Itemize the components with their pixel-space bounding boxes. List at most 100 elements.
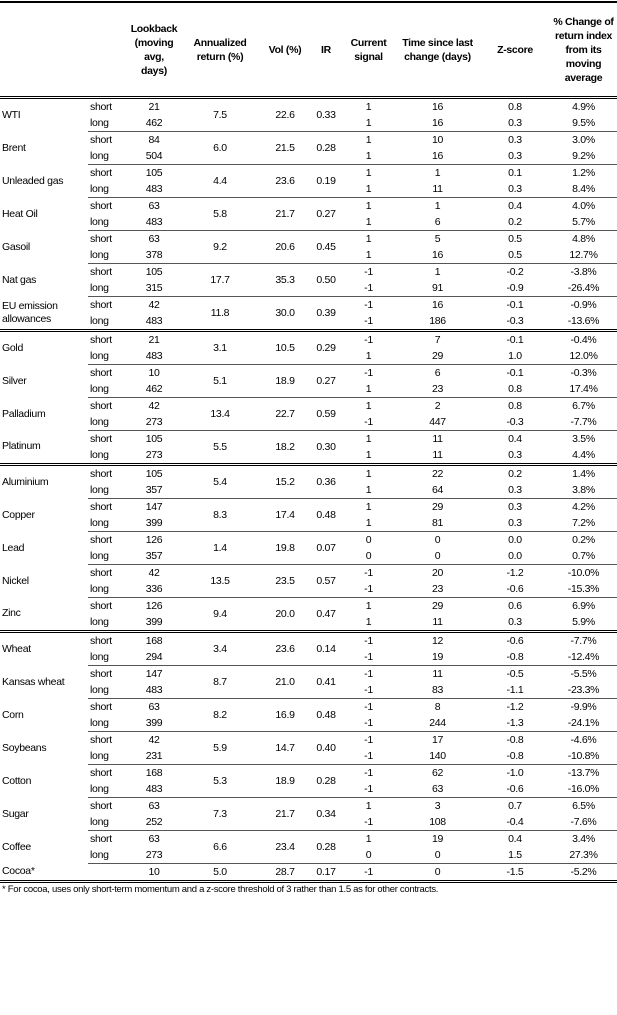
time-since-change-value: 20 <box>431 567 444 579</box>
vol-value: 10.5 <box>260 330 310 365</box>
table-row: long 315 -1 91 -0.9 -26.4% <box>0 280 617 297</box>
vol-value: 30.0 <box>260 296 310 332</box>
pct-change-value: -0.9% <box>570 299 597 311</box>
z-score-value: 1.0 <box>480 348 550 365</box>
lookback-value: 42 <box>148 400 160 412</box>
term-label: short <box>90 200 112 212</box>
z-score-value: 0.3 <box>480 447 550 466</box>
current-signal-value: 1 <box>365 134 372 146</box>
term-label: long <box>88 214 128 231</box>
current-signal-value: 1 <box>342 247 395 264</box>
table-row: long 252 -1 108 -0.4 -7.6% <box>0 814 617 831</box>
time-since-change-value: 1 <box>434 266 441 278</box>
term-label <box>88 863 128 883</box>
time-since-change-value: 29 <box>395 348 480 365</box>
current-signal-value: -1 <box>364 668 373 680</box>
column-header-pct-change: % Change of return index from its moving… <box>553 15 614 84</box>
term-label: short <box>90 367 112 379</box>
term-label: short <box>90 233 112 245</box>
pct-change-value: 9.2% <box>550 148 617 165</box>
z-score-value: 0.3 <box>508 501 522 513</box>
z-score-value: 0.3 <box>480 181 550 198</box>
ir-value: 0.29 <box>310 330 342 365</box>
term-label: long <box>88 181 128 198</box>
commodity-name: Nickel <box>2 574 29 587</box>
pct-change-value: -9.9% <box>570 701 597 713</box>
current-signal-value: 1 <box>365 101 372 113</box>
table-row: long 483 -1 83 -1.1 -23.3% <box>0 682 617 699</box>
table-body: WTI short 21 7.5 22.6 0.33 1 16 0.8 4.9% long 462 1 1… <box>0 97 617 883</box>
term-label: long <box>88 715 128 732</box>
annualized-return-value: 5.3 <box>180 764 260 798</box>
annualized-return-value: 7.5 <box>180 97 260 132</box>
lookback-value: 273 <box>128 847 180 864</box>
z-score-value: 0.4 <box>508 200 522 212</box>
term-label: long <box>88 414 128 431</box>
ir-value: 0.59 <box>310 397 342 431</box>
table-row: long 483 -1 186 -0.3 -13.6% <box>0 313 617 332</box>
time-since-change-value: 3 <box>434 800 441 812</box>
annualized-return-value: 13.4 <box>180 397 260 431</box>
lookback-value: 63 <box>148 800 160 812</box>
vol-value: 16.9 <box>260 698 310 732</box>
current-signal-value: -1 <box>342 280 395 297</box>
column-header-time-since-change: Time since last change (days) <box>402 36 473 63</box>
pct-change-value: -13.6% <box>550 313 617 332</box>
time-since-change-value: 16 <box>431 299 444 311</box>
ir-value: 0.28 <box>310 764 342 798</box>
pct-change-value: -0.3% <box>570 367 597 379</box>
pct-change-value: 4.9% <box>572 101 595 113</box>
annualized-return-value: 9.4 <box>180 597 260 633</box>
z-score-value: -1.5 <box>480 863 550 883</box>
time-since-change-value: 83 <box>395 682 480 699</box>
annualized-return-value: 5.1 <box>180 364 260 398</box>
pct-change-value: -10.0% <box>567 567 600 579</box>
table-row: long 336 -1 23 -0.6 -15.3% <box>0 581 617 598</box>
commodity-name: Cocoa* <box>0 863 88 883</box>
annualized-return-value: 8.3 <box>180 498 260 532</box>
term-label: short <box>90 833 112 845</box>
time-since-change-value: 62 <box>431 767 444 779</box>
z-score-value: 0.8 <box>508 400 522 412</box>
table-row: long 273 -1 447 -0.3 -7.7% <box>0 414 617 431</box>
time-since-change-value: 22 <box>431 468 444 480</box>
lookback-value: 105 <box>145 468 163 480</box>
term-label: short <box>90 501 112 513</box>
z-score-value: 0.4 <box>508 833 522 845</box>
ir-value: 0.47 <box>310 597 342 633</box>
lookback-value: 168 <box>145 635 163 647</box>
current-signal-value: -1 <box>364 635 373 647</box>
time-since-change-value: 5 <box>434 233 441 245</box>
lookback-value: 147 <box>145 501 163 513</box>
table-row: Brent short 84 6.0 21.5 0.28 1 10 0.3 3.0% <box>0 131 617 165</box>
annualized-return-value: 7.3 <box>180 797 260 831</box>
table-row: long 462 1 23 0.8 17.4% <box>0 381 617 398</box>
annualized-return-value: 5.0 <box>180 863 260 883</box>
term-label: short <box>90 668 112 680</box>
current-signal-value: 1 <box>342 447 395 466</box>
commodity-name: Corn <box>2 708 24 721</box>
lookback-value: 483 <box>128 313 180 332</box>
time-since-change-value: 19 <box>431 833 444 845</box>
pct-change-value: 0.7% <box>550 548 617 565</box>
lookback-value: 42 <box>148 734 160 746</box>
ir-value: 0.48 <box>310 498 342 532</box>
term-label: long <box>88 247 128 264</box>
table-row: Lead short 126 1.4 19.8 0.07 0 0 0.0 0.2% <box>0 531 617 565</box>
ir-value: 0.41 <box>310 665 342 699</box>
lookback-value: 399 <box>128 614 180 633</box>
pct-change-value: 6.9% <box>572 600 595 612</box>
vol-value: 18.9 <box>260 364 310 398</box>
lookback-value: 483 <box>128 781 180 798</box>
ir-value: 0.34 <box>310 797 342 831</box>
commodity-name: Unleaded gas <box>2 174 64 187</box>
lookback-value: 10 <box>148 367 160 379</box>
time-since-change-value: 16 <box>395 247 480 264</box>
column-header-current-signal: Current signal <box>350 36 387 63</box>
current-signal-value: 1 <box>342 348 395 365</box>
term-label: short <box>90 800 112 812</box>
term-label: short <box>90 167 112 179</box>
table-row: long 504 1 16 0.3 9.2% <box>0 148 617 165</box>
term-label: short <box>90 534 112 546</box>
commodity-name: Aluminium <box>2 475 49 488</box>
